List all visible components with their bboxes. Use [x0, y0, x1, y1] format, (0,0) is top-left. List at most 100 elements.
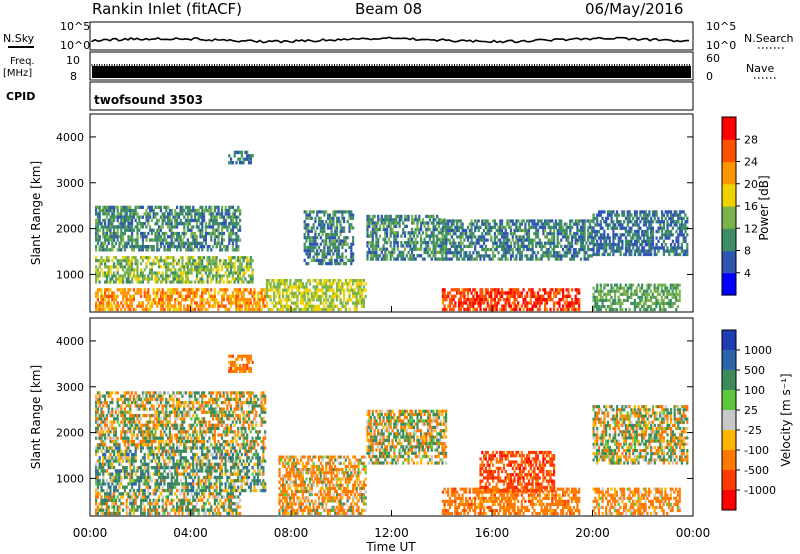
heatmap-cell — [127, 225, 130, 229]
heatmap-cell — [98, 472, 101, 476]
heatmap-cell — [280, 304, 283, 308]
heatmap-cell — [346, 236, 349, 240]
heatmap-cell — [228, 161, 231, 165]
heatmap-cell — [244, 157, 247, 161]
heatmap-cell — [312, 210, 315, 214]
heatmap-cell — [102, 479, 105, 483]
heatmap-cell — [518, 254, 522, 258]
heatmap-cell — [339, 229, 342, 233]
heatmap-cell — [168, 235, 171, 239]
heatmap-cell — [578, 298, 581, 302]
heatmap-cell — [134, 259, 137, 263]
heatmap-cell — [352, 301, 355, 305]
heatmap-cell — [614, 213, 617, 217]
heatmap-cell — [610, 216, 613, 221]
heatmap-cell — [535, 257, 538, 261]
heatmap-cell — [414, 231, 417, 235]
heatmap-cell — [653, 246, 656, 250]
heatmap-cell — [203, 238, 206, 242]
heatmap-cell — [152, 208, 155, 213]
heatmap-cell — [323, 285, 326, 289]
heatmap-cell — [558, 232, 561, 236]
heatmap-cell — [350, 242, 353, 246]
heatmap-cell — [630, 289, 633, 293]
heatmap-cell — [213, 222, 216, 226]
heatmap-cell — [412, 218, 415, 222]
heatmap-cell — [529, 298, 532, 302]
heatmap-cell — [373, 221, 376, 225]
heatmap-cell — [195, 235, 198, 239]
heatmap-cell — [131, 245, 134, 249]
heatmap-cell — [273, 291, 276, 295]
cpid-label: CPID — [6, 90, 35, 103]
heatmap-cell — [305, 285, 308, 289]
heatmap-cell — [174, 307, 177, 312]
heatmap-cell — [125, 277, 128, 281]
heatmap-cell — [113, 280, 116, 284]
heatmap-cell — [109, 304, 112, 308]
heatmap-cell — [527, 288, 531, 292]
heatmap-cell — [141, 241, 144, 245]
heatmap-cell — [675, 229, 678, 234]
heatmap-cell — [319, 301, 322, 305]
heatmap-cell — [104, 208, 107, 213]
heatmap-cell — [549, 298, 552, 302]
heatmap-cell — [389, 214, 392, 219]
heatmap-cell — [554, 294, 557, 298]
heatmap-cell — [679, 223, 682, 227]
heatmap-cell — [100, 268, 103, 272]
heatmap-cell — [624, 239, 628, 243]
heatmap-cell — [156, 301, 159, 305]
heatmap-cell — [194, 268, 197, 272]
heatmap-cell — [181, 298, 184, 302]
heatmap-cell — [213, 238, 216, 242]
heatmap-cell — [95, 231, 98, 236]
heatmap-cell — [655, 213, 658, 217]
heatmap-cell — [468, 235, 471, 239]
heatmap-cell — [197, 248, 200, 252]
heatmap-cell — [201, 288, 204, 292]
heatmap-cell — [177, 291, 180, 295]
heatmap-cell — [186, 241, 189, 245]
heatmap-cell — [165, 241, 168, 245]
heatmap-cell — [346, 285, 349, 289]
heatmap-cell — [479, 307, 482, 312]
heatmap-cell — [355, 304, 358, 308]
heatmap-cell — [258, 301, 261, 305]
heatmap-cell — [127, 205, 130, 209]
heatmap-cell — [123, 274, 126, 278]
heatmap-cell — [601, 226, 604, 230]
heatmap-cell — [147, 294, 150, 298]
heatmap-cell — [483, 228, 486, 233]
heatmap-cell — [576, 222, 579, 226]
heatmap-cell — [174, 274, 177, 278]
heatmap-cell — [495, 248, 498, 252]
heatmap-cell — [167, 274, 170, 278]
heatmap-cell — [571, 304, 574, 308]
heatmap-cell — [416, 218, 419, 222]
heatmap-cell — [581, 241, 584, 245]
heatmap-cell — [184, 294, 188, 298]
heatmap-cell — [301, 291, 304, 295]
heatmap-cell — [574, 222, 577, 226]
heatmap-cell — [671, 216, 674, 221]
heatmap-cell — [450, 307, 453, 312]
heatmap-cell — [131, 218, 134, 223]
heatmap-cell — [113, 245, 116, 249]
freq-trace — [92, 66, 691, 78]
heatmap-cell — [452, 294, 455, 298]
heatmap-cell — [492, 298, 495, 302]
heatmap-cell — [310, 249, 313, 253]
heatmap-cell — [594, 305, 597, 309]
heatmap-cell — [339, 301, 342, 305]
heatmap-cell — [316, 236, 319, 240]
heatmap-cell — [396, 231, 399, 235]
heatmap-cell — [210, 277, 213, 281]
heatmap-cell — [194, 218, 197, 223]
heatmap-cell — [502, 298, 505, 302]
heatmap-cell — [466, 225, 470, 229]
heatmap-cell — [626, 243, 629, 247]
heatmap-cell — [308, 242, 312, 246]
heatmap-cell — [495, 294, 498, 298]
heatmap-cell — [168, 228, 171, 232]
